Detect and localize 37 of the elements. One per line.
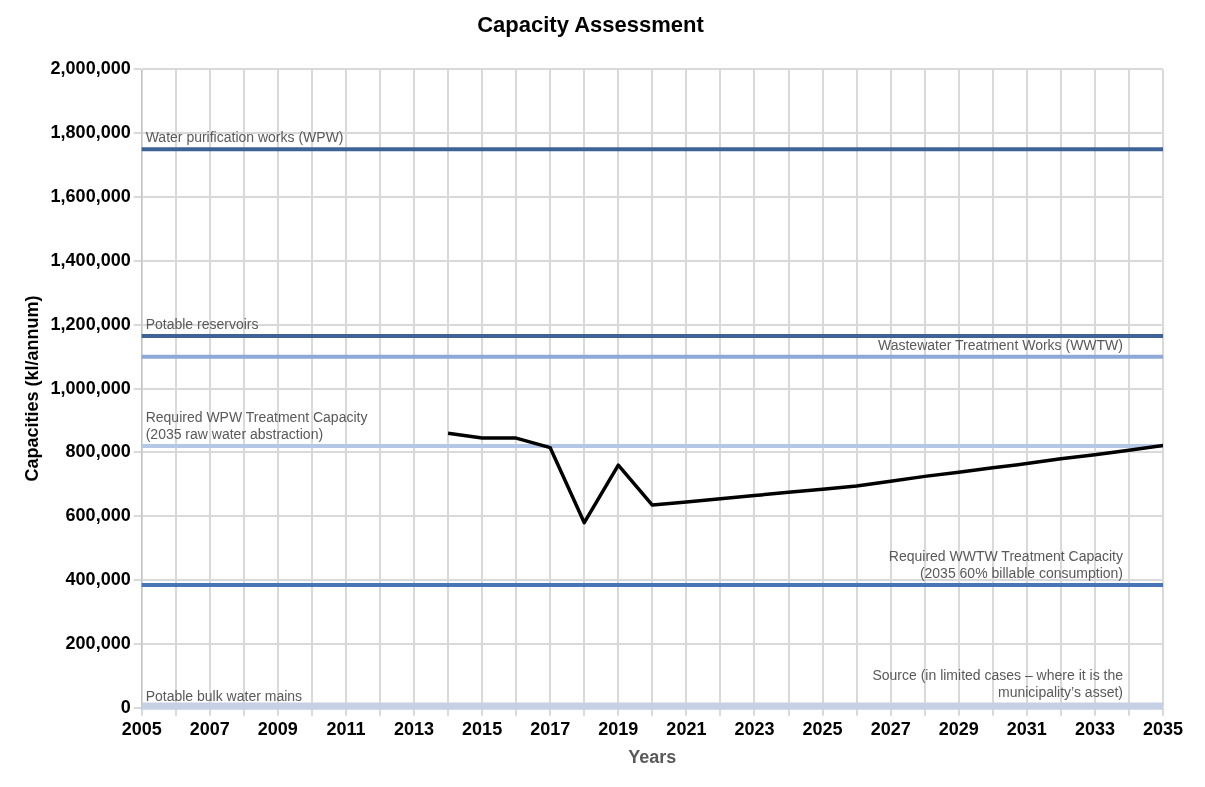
- x-tick-label: 2025: [802, 718, 843, 739]
- ref-line-label: Required WPW Treatment Capacity (2035 raw water abstraction): [145, 408, 368, 442]
- x-tick-label: 2029: [938, 718, 979, 739]
- y-tick-label: 1,000,000: [50, 377, 131, 398]
- x-tick-label: 2013: [394, 718, 435, 739]
- x-tick-label: 2033: [1074, 718, 1115, 739]
- y-tick-label: 1,600,000: [50, 186, 131, 207]
- x-tick-label: 2027: [870, 718, 911, 739]
- chart-title: Capacity Assessment: [477, 12, 705, 38]
- x-tick-label: 2035: [1142, 718, 1184, 739]
- x-tick-label: 2015: [462, 718, 503, 739]
- ref-line-label: Wastewater Treatment Works (WWTW): [877, 336, 1123, 353]
- y-tick-label: 0: [120, 696, 131, 717]
- y-tick-label: 1,200,000: [50, 313, 131, 334]
- y-tick-label: 1,800,000: [50, 122, 131, 143]
- ref-line-label: Required WWTW Treatment Capacity (2035 60% billable consumption): [888, 547, 1123, 581]
- y-tick-label: 800,000: [65, 441, 131, 462]
- x-tick-label: 2007: [189, 718, 230, 739]
- x-tick-label: 2021: [666, 718, 707, 739]
- y-tick-label: 2,000,000: [50, 58, 131, 79]
- ref-line-label: Source (in limited cases – where it is the municipality’s asset): [872, 667, 1124, 701]
- x-tick-label: 2005: [121, 718, 162, 739]
- x-tick-label: 2019: [598, 718, 639, 739]
- ref-line-label: Water purification works (WPW): [145, 129, 344, 146]
- y-axis-title: Capacities (kl/annum): [21, 295, 42, 482]
- y-tick-label: 1,400,000: [50, 249, 131, 270]
- x-tick-label: 2023: [734, 718, 775, 739]
- x-tick-label: 2031: [1006, 718, 1047, 739]
- x-tick-label: 2011: [326, 718, 366, 739]
- y-tick-label: 600,000: [65, 505, 131, 526]
- y-tick-label: 400,000: [65, 569, 131, 590]
- ref-line-label: Potable bulk water mains: [145, 687, 303, 704]
- x-tick-label: 2009: [257, 718, 298, 739]
- ref-line-label: Potable reservoirs: [145, 315, 259, 332]
- x-axis-title: Years: [628, 747, 677, 768]
- y-tick-label: 200,000: [65, 632, 131, 653]
- x-tick-label: 2017: [530, 718, 571, 739]
